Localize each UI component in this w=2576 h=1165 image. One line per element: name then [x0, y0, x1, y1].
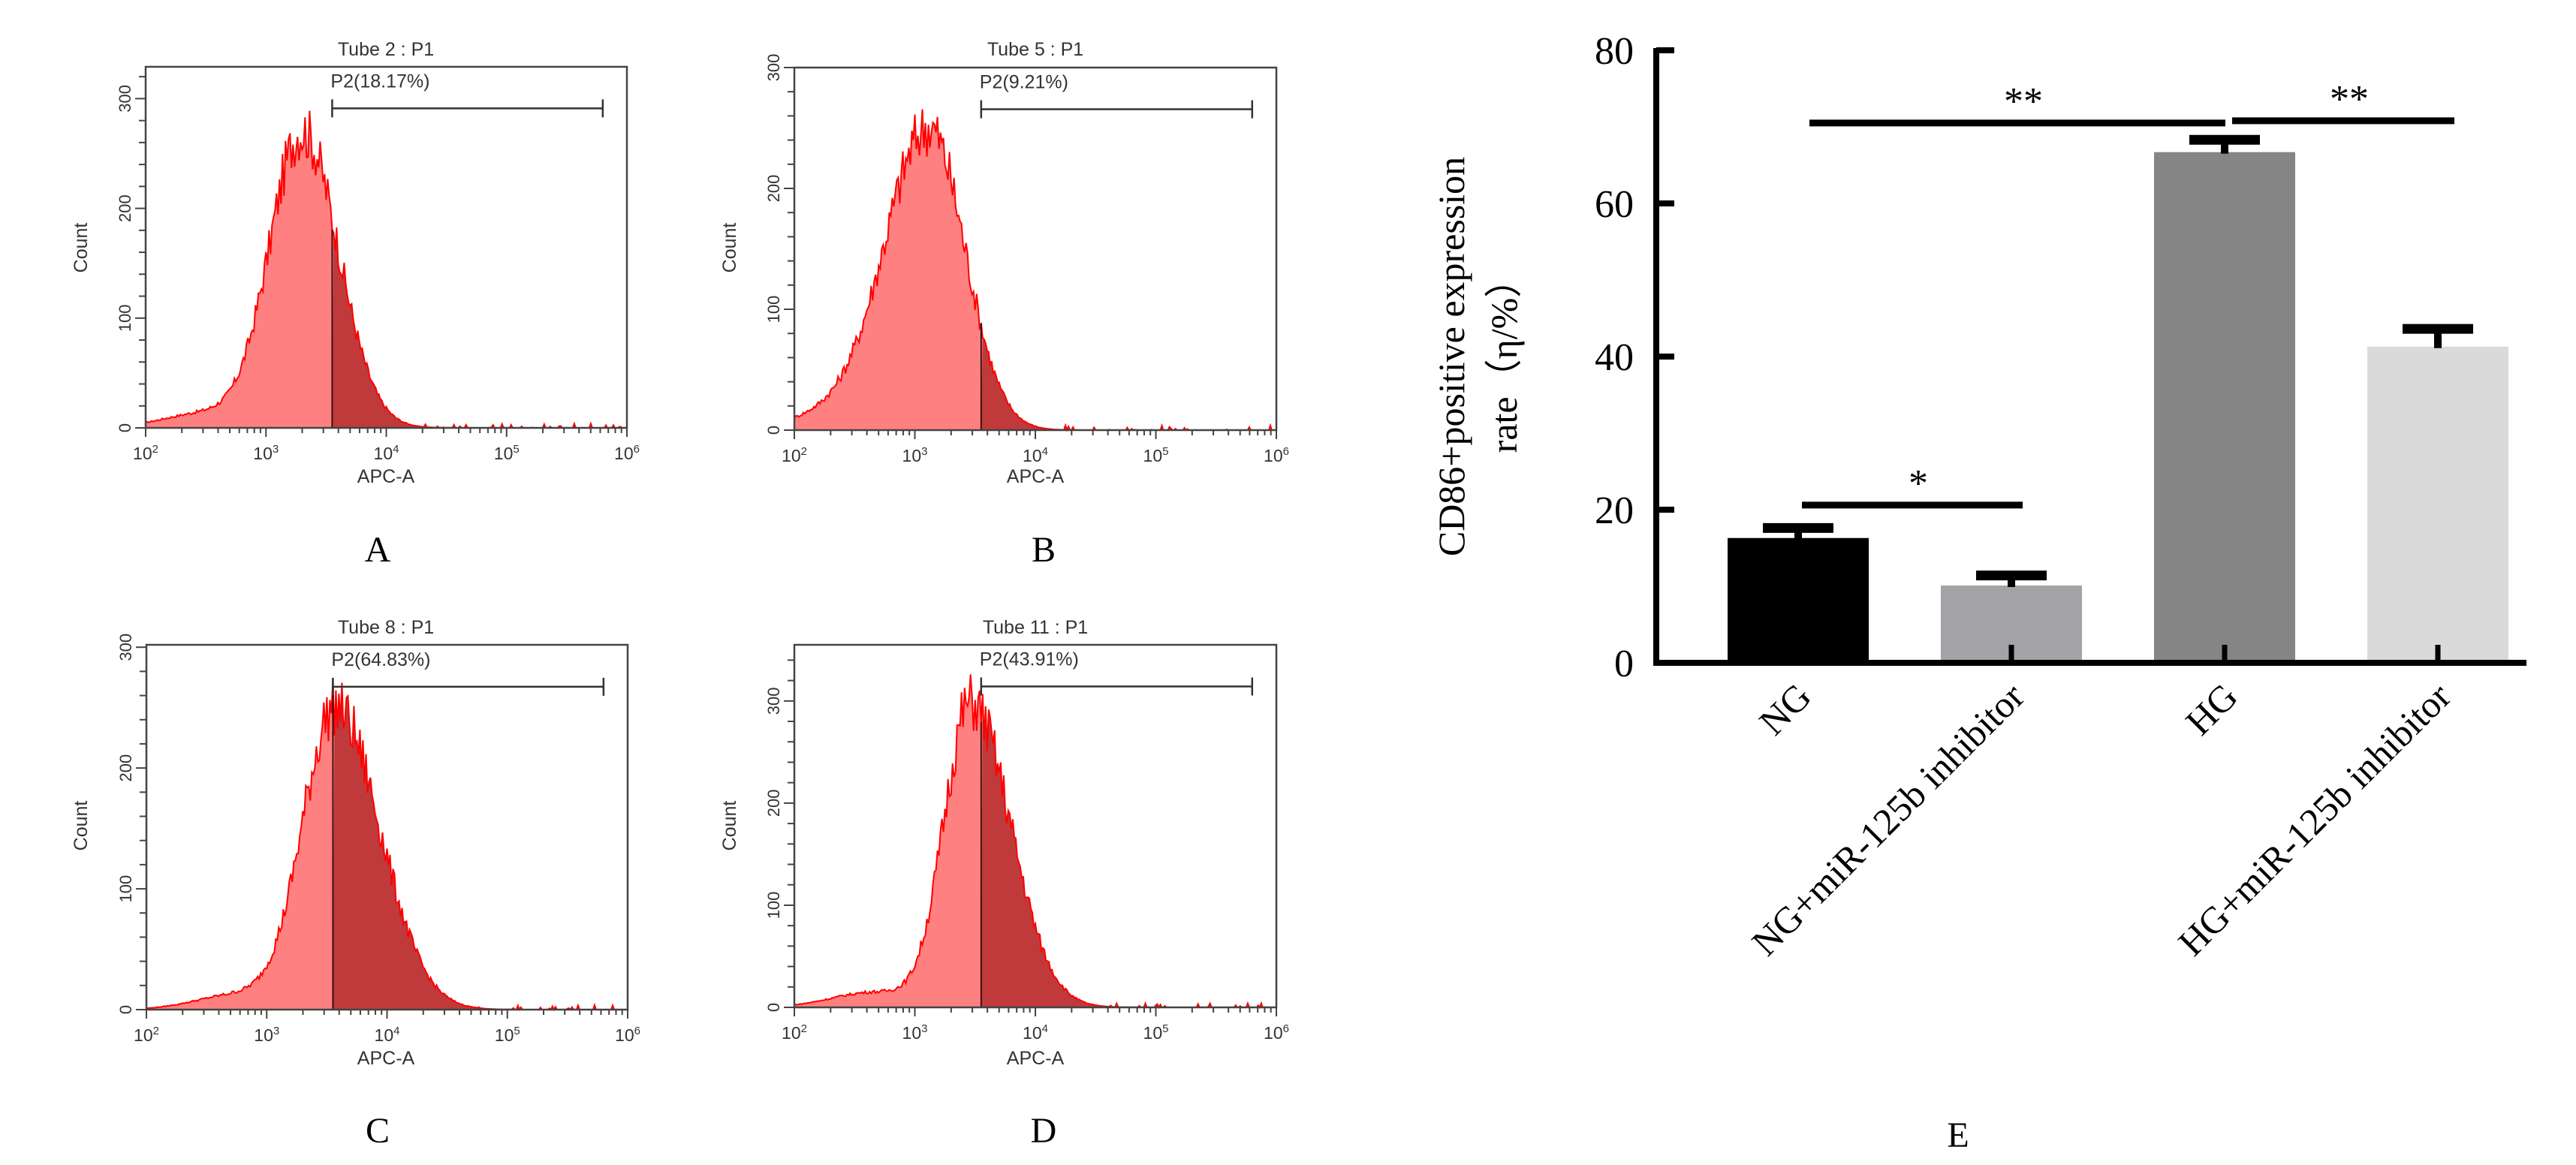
bar-hg: [2154, 152, 2295, 663]
panel-label-b: B: [1032, 530, 1056, 570]
y-tick-label: 200: [116, 194, 134, 222]
gate-label: P2(9.21%): [980, 72, 1068, 93]
x-tick-label: 103: [253, 443, 279, 463]
y-axis-label: Count: [71, 801, 92, 851]
x-axis-label: APC-A: [1007, 466, 1065, 487]
x-tick-label: NG: [1751, 675, 1819, 743]
histogram-fill: [794, 109, 1276, 430]
gate-label: P2(18.17%): [330, 71, 429, 92]
x-tick-label: 104: [1023, 1022, 1048, 1043]
y-tick-label: 200: [764, 790, 783, 817]
x-axis-label: APC-A: [357, 466, 415, 487]
significance-label: **: [2330, 78, 2369, 121]
y-tick-label: 0: [116, 1005, 135, 1014]
panel-label-e: E: [1947, 1115, 1969, 1155]
histogram-plot: 0 100 200 300 102 103 104 105 106 P2(64.83%): [116, 634, 640, 1045]
y-axis-label-line-1: CD86+positive expression: [1430, 157, 1472, 556]
histogram-panel-a: Tube 2 : P1 0 100 200 300 102 103 104 105 106 P2(…: [71, 39, 640, 570]
histogram-title: Tube 11 : P1: [983, 617, 1088, 638]
histogram-title: Tube 8 : P1: [338, 617, 434, 638]
significance-label: **: [2004, 80, 2043, 123]
histogram-panel-b: Tube 5 : P1 0 100 200 300 102 103 104 105 106 P2(…: [719, 39, 1289, 570]
histogram-gated-fill: [333, 682, 628, 1010]
histogram-fill: [146, 110, 627, 428]
plot-frame: [144, 65, 628, 429]
y-tick-label: 80: [1595, 30, 1634, 73]
panel-label-c: C: [366, 1111, 390, 1151]
y-tick-label: 0: [116, 423, 134, 432]
y-tick-label: 300: [764, 54, 783, 82]
x-tick-label: 103: [902, 1022, 928, 1043]
y-tick-label: 100: [764, 892, 783, 920]
y-tick-label: 20: [1595, 489, 1634, 532]
y-tick-label: 100: [116, 304, 134, 332]
y-tick-label: 200: [116, 754, 135, 782]
bar-ng: [1728, 537, 1869, 663]
y-tick-label: 40: [1595, 336, 1634, 379]
histogram-gated-fill: [981, 338, 1276, 430]
x-tick-label: 104: [375, 1025, 400, 1045]
panel-label-a: A: [365, 530, 391, 570]
significance-label: *: [1909, 462, 1928, 505]
x-tick-label: 103: [902, 445, 928, 465]
y-tick-label: 0: [1614, 643, 1634, 685]
y-axis-label: Count: [719, 801, 740, 851]
histogram-panel-c: Tube 8 : P1 0 100 200 300 102 103 104 105 106 P2(…: [71, 617, 640, 1151]
histogram-title: Tube 5 : P1: [987, 39, 1083, 60]
x-tick-label: 106: [614, 443, 640, 463]
y-axis-label-line-2: rate（η/%）: [1483, 260, 1525, 453]
x-tick-label: 106: [1264, 1022, 1289, 1043]
y-tick-label: 100: [116, 875, 135, 903]
x-tick-label: 105: [495, 1025, 520, 1045]
x-tick-label: 105: [1143, 445, 1169, 465]
y-tick-label: 300: [116, 85, 134, 113]
y-tick-label: 60: [1595, 183, 1634, 226]
histogram-plot: 0 100 200 300 102 103 104 105 106 P2(43.91%): [764, 643, 1289, 1043]
gate-label: P2(43.91%): [980, 649, 1079, 670]
y-tick-label: 300: [764, 687, 783, 715]
x-tick-label: 104: [374, 443, 399, 463]
x-tick-label: 104: [1023, 445, 1048, 465]
axes: 0 20 40 60 80: [1595, 30, 2526, 685]
x-tick-label: 106: [1264, 445, 1289, 465]
histogram-gated-fill: [981, 694, 1276, 1007]
panel-label-d: D: [1031, 1111, 1057, 1151]
y-tick-label: 0: [764, 1003, 783, 1012]
significance-annotations: *** **: [1802, 78, 2454, 509]
y-axis-label: Count: [71, 223, 92, 273]
gate-label: P2(64.83%): [331, 649, 430, 670]
x-axis-label: APC-A: [1007, 1048, 1065, 1069]
x-tick-label: HG: [2177, 675, 2246, 743]
histogram-outline: [145, 110, 627, 429]
y-tick-label: 300: [116, 634, 135, 661]
x-tick-label: 105: [1143, 1022, 1169, 1043]
x-tick-label: 106: [615, 1025, 640, 1045]
histogram-plot: 0 100 200 300 102 103 104 105 106 P2(9.21%): [764, 54, 1289, 465]
x-tick-label: 105: [494, 443, 520, 463]
x-tick-label: 102: [134, 1025, 159, 1045]
x-tick-label: 102: [782, 1022, 807, 1043]
x-tick-label: 102: [782, 445, 807, 465]
y-tick-label: 200: [764, 175, 783, 203]
histogram-panel-d: Tube 11 : P1 0 100 200 300 102 103 104 105 106 P2…: [719, 617, 1289, 1151]
y-axis-label: Count: [719, 223, 740, 273]
y-tick-label: 100: [764, 296, 783, 324]
histogram-plot: 0 100 200 300 102 103 104 105 106 P2(18.17%): [116, 65, 640, 463]
histogram-title: Tube 2 : P1: [338, 39, 434, 60]
bar-hg-mir-125b-inhibitor: [2367, 346, 2508, 663]
y-tick-label: 0: [764, 426, 783, 435]
histogram-gated-fill: [332, 227, 627, 428]
x-tick-label: 103: [254, 1025, 279, 1045]
x-axis-label: APC-A: [357, 1048, 415, 1069]
x-tick-label: 102: [133, 443, 158, 463]
